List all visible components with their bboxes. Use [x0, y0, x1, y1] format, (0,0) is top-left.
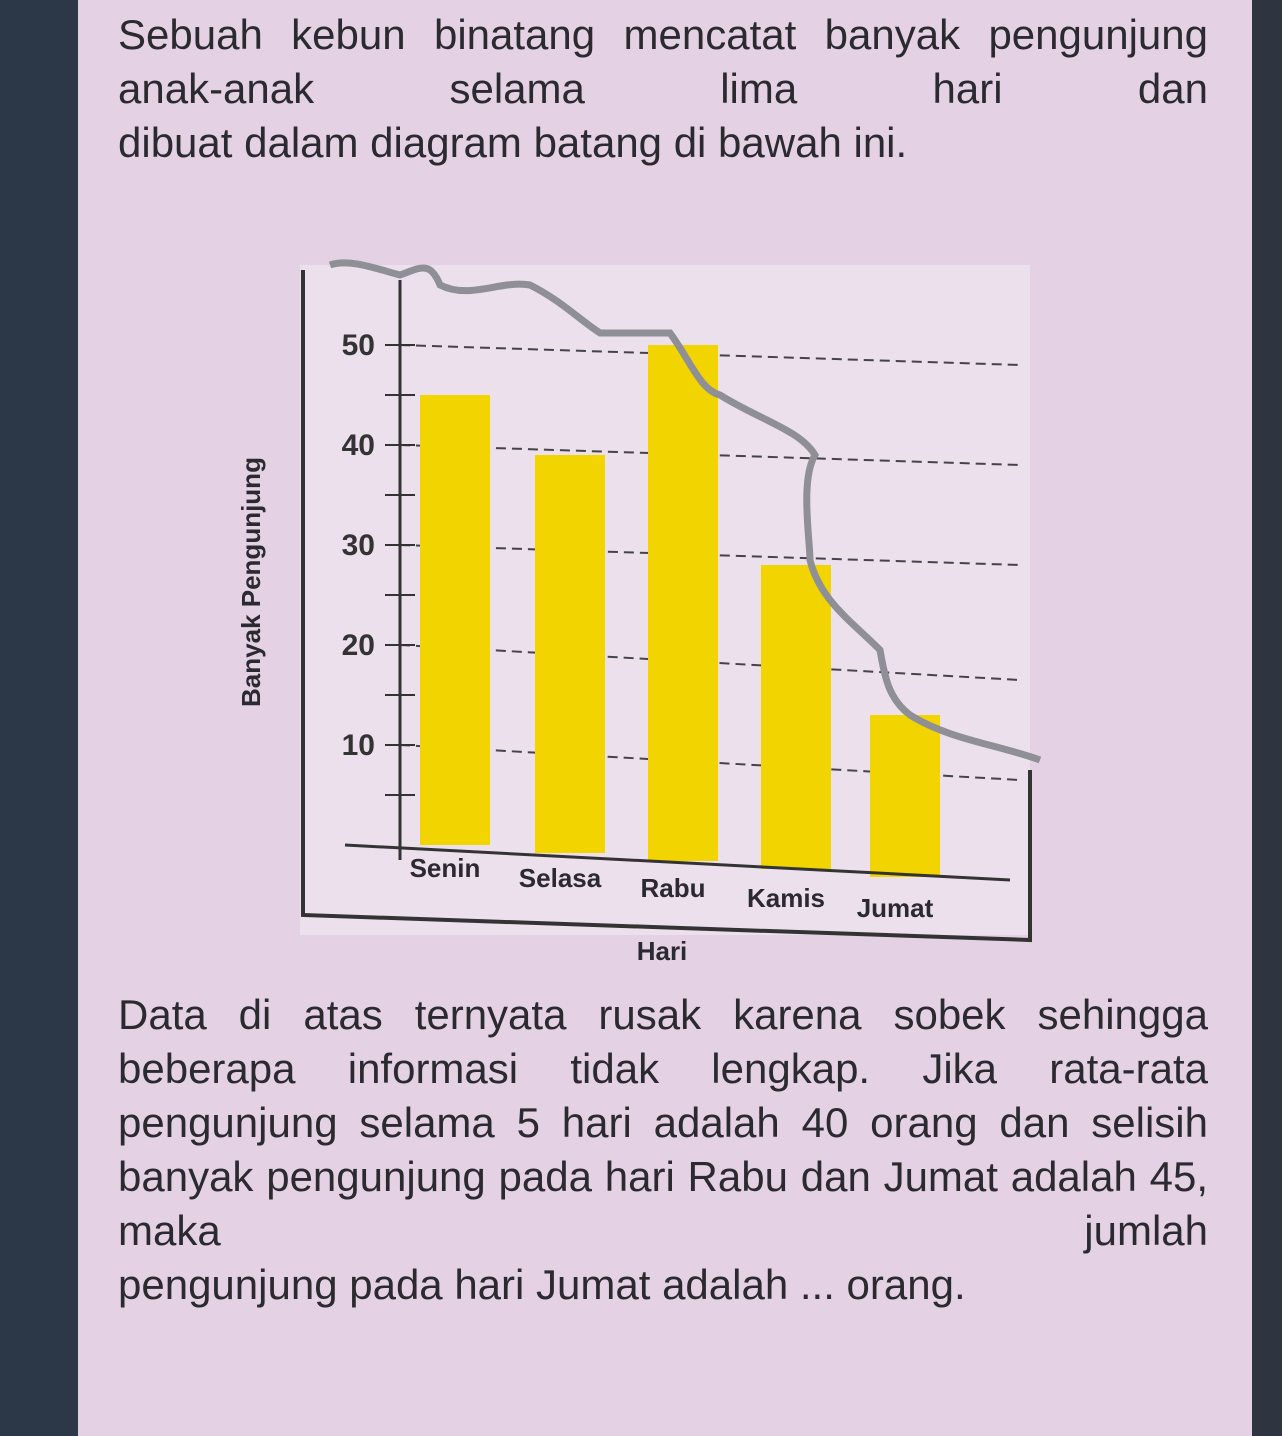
- x-axis: [344, 843, 1011, 882]
- y-tick-label: 10: [342, 729, 375, 762]
- bar-kamis: [761, 565, 831, 869]
- chart-border: [301, 270, 1032, 943]
- x-tick-label: Kamis: [747, 883, 825, 913]
- intro-paragraph: Sebuah kebun binatang mencatat banyak pe…: [118, 8, 1208, 170]
- y-tick-label: 50: [342, 329, 375, 362]
- intro-text: Sebuah kebun binatang mencatat banyak pe…: [118, 11, 1208, 112]
- bar-rabu: [648, 345, 718, 861]
- x-tick-label: Rabu: [641, 873, 706, 903]
- y-tick-label: 20: [342, 629, 375, 662]
- intro-text-last: dibuat dalam diagram batang di bawah ini…: [118, 119, 908, 166]
- x-tick-label: Selasa: [519, 863, 602, 893]
- bar-senin: [420, 395, 490, 845]
- x-tick-label: Jumat: [857, 893, 934, 923]
- question-text: Data di atas ternyata rusak karena sobek…: [118, 991, 1208, 1254]
- y-tick-label: 30: [342, 529, 375, 562]
- device-frame-left: [0, 0, 78, 1436]
- y-tick-label: 40: [342, 429, 375, 462]
- y-axis-label: Banyak Pengunjung: [236, 457, 266, 707]
- question-paragraph: Data di atas ternyata rusak karena sobek…: [118, 988, 1208, 1312]
- question-text-last: pengunjung pada hari Jumat adalah ... or…: [118, 1261, 966, 1308]
- bar-jumat: [870, 715, 940, 877]
- x-axis-label: Hari: [637, 936, 688, 966]
- bar-selasa: [535, 455, 605, 853]
- x-tick-label: Senin: [410, 853, 481, 883]
- torn-edge: [328, 259, 1042, 764]
- device-frame-right: [1252, 0, 1282, 1436]
